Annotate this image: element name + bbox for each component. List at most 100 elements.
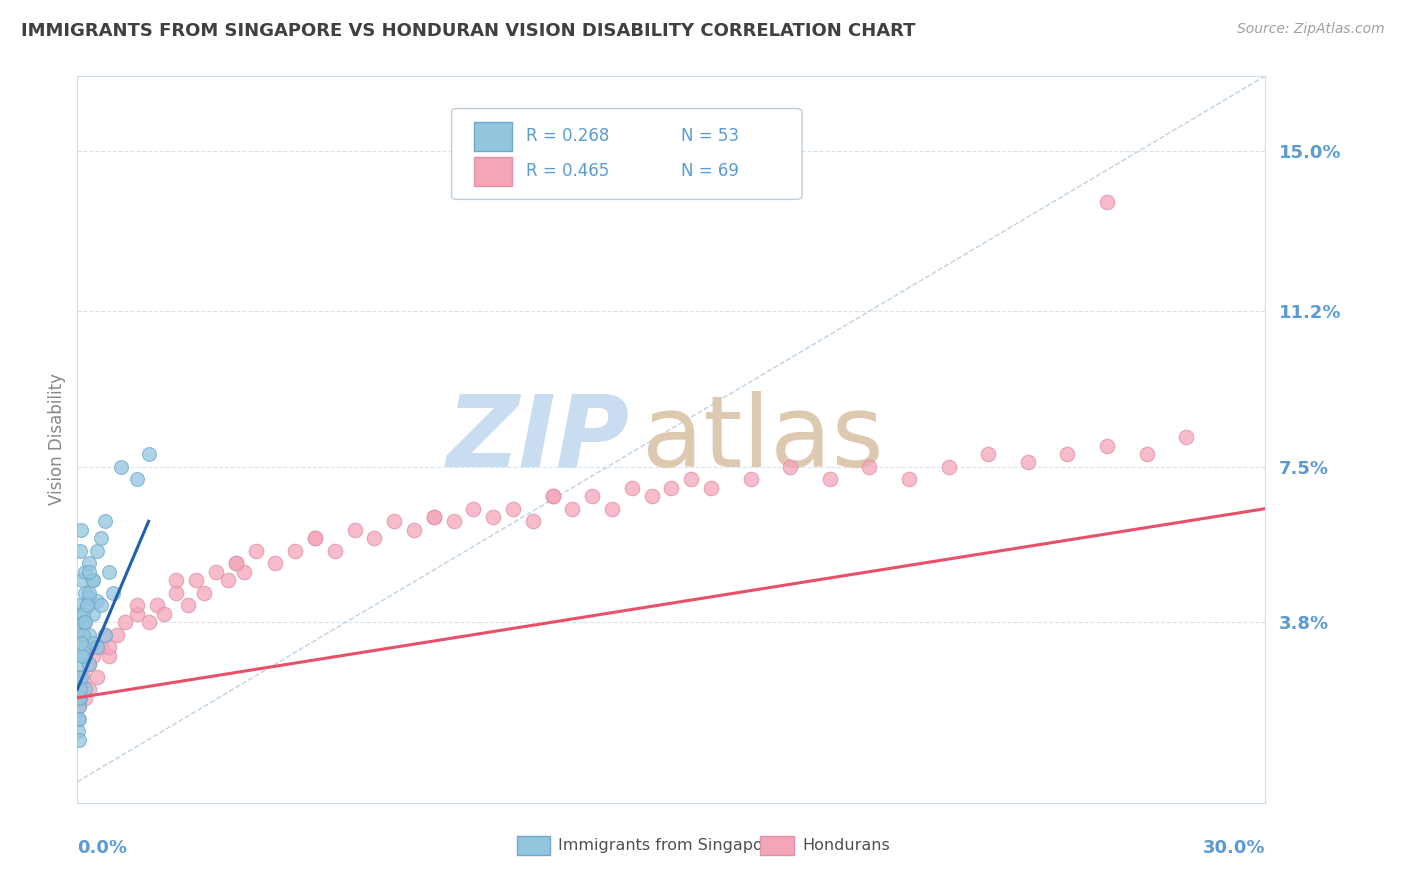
- Point: [70, 607, 93, 621]
- Text: atlas: atlas: [641, 391, 883, 488]
- Point: [82, 648, 104, 663]
- Point: [661, 481, 683, 495]
- Point: [640, 489, 662, 503]
- Point: [1136, 447, 1159, 461]
- Point: [75, 640, 97, 655]
- Point: [482, 510, 505, 524]
- Point: [304, 531, 326, 545]
- Point: [125, 607, 148, 621]
- FancyBboxPatch shape: [761, 836, 794, 855]
- Point: [304, 531, 326, 545]
- Point: [98, 565, 121, 579]
- Point: [86, 640, 108, 655]
- Point: [75, 682, 97, 697]
- FancyBboxPatch shape: [474, 121, 512, 151]
- Point: [541, 489, 564, 503]
- Point: [86, 594, 108, 608]
- Text: R = 0.465: R = 0.465: [526, 162, 610, 180]
- Point: [600, 501, 623, 516]
- Point: [69, 682, 91, 697]
- Text: 30.0%: 30.0%: [1204, 839, 1265, 857]
- Point: [75, 615, 97, 629]
- Point: [77, 657, 100, 672]
- Point: [264, 556, 287, 570]
- Point: [423, 510, 446, 524]
- Point: [938, 459, 960, 474]
- Point: [67, 599, 90, 613]
- Text: 0.0%: 0.0%: [77, 839, 128, 857]
- Point: [90, 531, 112, 545]
- Point: [70, 657, 93, 672]
- Point: [67, 712, 90, 726]
- Point: [1056, 447, 1078, 461]
- Point: [502, 501, 524, 516]
- Point: [77, 556, 100, 570]
- Point: [77, 682, 100, 697]
- Point: [67, 670, 90, 684]
- Point: [72, 607, 94, 621]
- Point: [90, 640, 112, 655]
- Point: [343, 523, 366, 537]
- Point: [114, 615, 136, 629]
- Point: [363, 531, 385, 545]
- Point: [858, 459, 880, 474]
- Point: [69, 690, 91, 705]
- Point: [67, 699, 90, 714]
- Point: [70, 523, 93, 537]
- Point: [76, 599, 98, 613]
- Point: [72, 670, 94, 684]
- Point: [977, 447, 1000, 461]
- Point: [82, 573, 104, 587]
- Text: Immigrants from Singapore: Immigrants from Singapore: [558, 838, 779, 853]
- Point: [75, 565, 97, 579]
- Point: [67, 690, 90, 705]
- Point: [1175, 430, 1198, 444]
- Point: [581, 489, 603, 503]
- Point: [70, 670, 93, 684]
- Point: [110, 459, 132, 474]
- Point: [73, 648, 96, 663]
- Point: [76, 599, 98, 613]
- Point: [69, 543, 91, 558]
- Point: [1095, 194, 1118, 209]
- Point: [98, 640, 121, 655]
- Point: [153, 607, 176, 621]
- Point: [70, 648, 93, 663]
- Point: [67, 712, 90, 726]
- Point: [700, 481, 723, 495]
- Point: [561, 501, 583, 516]
- Point: [77, 657, 100, 672]
- Point: [70, 682, 93, 697]
- Point: [423, 510, 446, 524]
- Point: [522, 514, 544, 528]
- Text: Source: ZipAtlas.com: Source: ZipAtlas.com: [1237, 22, 1385, 37]
- Point: [75, 615, 97, 629]
- Point: [82, 573, 104, 587]
- FancyBboxPatch shape: [451, 109, 801, 200]
- Point: [1095, 439, 1118, 453]
- Point: [72, 615, 94, 629]
- Point: [77, 565, 100, 579]
- Point: [779, 459, 801, 474]
- Text: R = 0.268: R = 0.268: [526, 128, 610, 145]
- Point: [165, 573, 187, 587]
- Point: [138, 447, 160, 461]
- Text: Hondurans: Hondurans: [801, 838, 890, 853]
- Point: [1017, 455, 1039, 469]
- Text: N = 69: N = 69: [681, 162, 738, 180]
- Point: [67, 724, 90, 739]
- Point: [75, 585, 97, 599]
- Text: N = 53: N = 53: [681, 128, 740, 145]
- Point: [245, 543, 267, 558]
- Point: [323, 543, 346, 558]
- Point: [125, 472, 148, 486]
- Text: ZIP: ZIP: [447, 391, 630, 488]
- FancyBboxPatch shape: [517, 836, 550, 855]
- Point: [225, 556, 247, 570]
- Point: [67, 732, 90, 747]
- Point: [177, 599, 200, 613]
- Point: [75, 690, 97, 705]
- Point: [94, 628, 117, 642]
- Point: [125, 599, 148, 613]
- Point: [443, 514, 465, 528]
